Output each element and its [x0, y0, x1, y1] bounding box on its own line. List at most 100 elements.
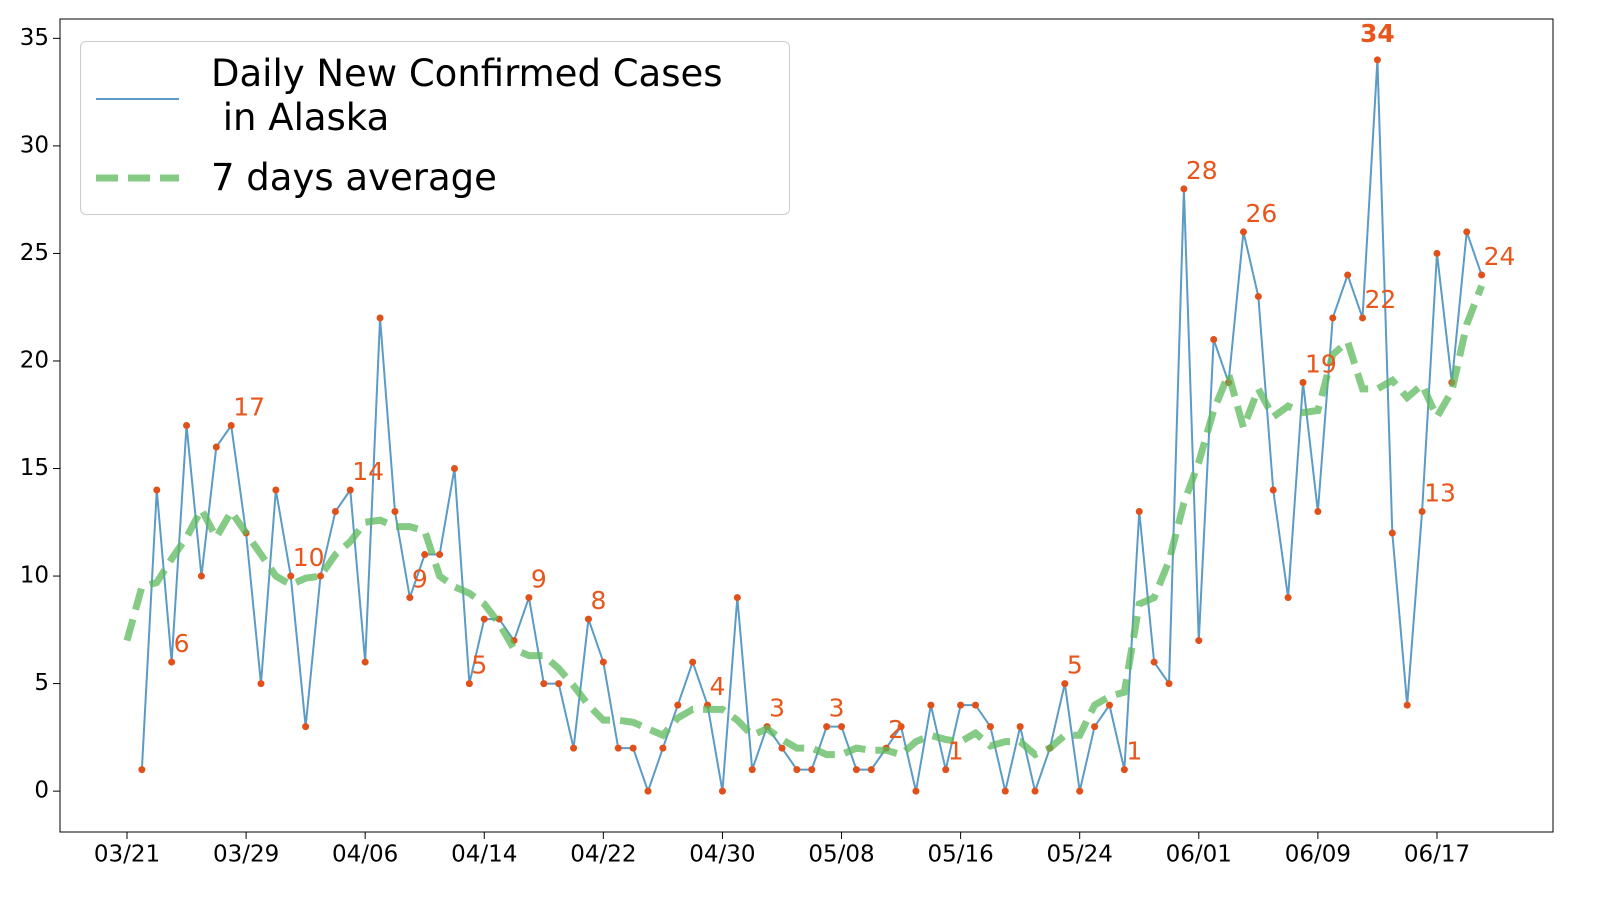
- data-label: 26: [1245, 199, 1277, 228]
- marker: [212, 443, 220, 451]
- x-tick-label: 06/17: [1404, 842, 1470, 868]
- data-label: 9: [531, 565, 547, 594]
- marker: [1061, 680, 1069, 688]
- y-tick-label: 20: [20, 347, 49, 373]
- marker: [555, 680, 563, 688]
- marker: [867, 766, 875, 774]
- marker: [1195, 637, 1203, 645]
- x-tick-label: 04/06: [332, 842, 398, 868]
- marker: [465, 680, 473, 688]
- marker: [406, 594, 414, 602]
- marker: [480, 615, 488, 623]
- data-label: 28: [1186, 156, 1218, 185]
- marker: [257, 680, 265, 688]
- marker: [659, 744, 667, 752]
- data-label: 34: [1360, 19, 1395, 48]
- marker: [614, 744, 622, 752]
- marker: [1478, 271, 1486, 279]
- marker: [972, 701, 980, 709]
- marker: [197, 572, 205, 580]
- marker: [912, 787, 920, 795]
- marker: [570, 744, 578, 752]
- marker: [644, 787, 652, 795]
- marker: [391, 508, 399, 516]
- marker: [346, 486, 354, 494]
- marker: [927, 701, 935, 709]
- data-label: 5: [471, 651, 487, 680]
- marker: [778, 744, 786, 752]
- marker: [599, 658, 607, 666]
- marker: [986, 723, 994, 731]
- marker: [942, 766, 950, 774]
- x-tick-label: 05/24: [1047, 842, 1113, 868]
- x-tick-label: 04/14: [451, 842, 517, 868]
- marker: [1329, 314, 1337, 322]
- marker: [1031, 787, 1039, 795]
- marker: [302, 723, 310, 731]
- x-tick-label: 03/21: [94, 842, 160, 868]
- marker: [689, 658, 697, 666]
- marker: [793, 766, 801, 774]
- marker: [1344, 271, 1352, 279]
- marker: [674, 701, 682, 709]
- marker: [1180, 185, 1188, 193]
- data-label: 10: [293, 543, 325, 572]
- marker: [1120, 766, 1128, 774]
- marker: [1388, 529, 1396, 537]
- legend-label: 7 days average: [211, 156, 497, 199]
- marker: [138, 766, 146, 774]
- y-tick-label: 35: [20, 25, 49, 51]
- legend: Daily New Confirmed Cases in Alaska 7 da…: [80, 41, 790, 215]
- marker: [1284, 594, 1292, 602]
- marker: [540, 680, 548, 688]
- marker: [153, 486, 161, 494]
- marker: [287, 572, 295, 580]
- marker: [1254, 292, 1262, 300]
- marker: [376, 314, 384, 322]
- marker: [1359, 314, 1367, 322]
- marker: [1239, 228, 1247, 236]
- marker: [957, 701, 965, 709]
- x-tick-label: 04/22: [570, 842, 636, 868]
- marker: [733, 594, 741, 602]
- x-tick-label: 06/09: [1285, 842, 1351, 868]
- marker: [317, 572, 325, 580]
- y-tick-label: 15: [20, 455, 49, 481]
- data-label: 9: [412, 565, 428, 594]
- marker: [1016, 723, 1024, 731]
- marker: [227, 422, 235, 429]
- average-line: [123, 284, 1485, 759]
- marker: [1314, 508, 1322, 516]
- data-label: 24: [1484, 242, 1516, 271]
- data-label: 4: [710, 672, 726, 701]
- x-tick-label: 05/08: [808, 842, 874, 868]
- marker: [436, 551, 444, 559]
- marker: [808, 766, 816, 774]
- marker: [525, 594, 533, 602]
- marker: [1463, 228, 1471, 236]
- marker: [272, 486, 280, 494]
- marker: [361, 658, 369, 666]
- marker: [1373, 56, 1381, 64]
- marker: [718, 787, 726, 795]
- data-label: 22: [1365, 285, 1397, 314]
- marker: [1433, 249, 1441, 257]
- marker: [823, 723, 831, 731]
- marker: [897, 723, 905, 731]
- data-label: 17: [233, 393, 265, 422]
- marker: [183, 422, 191, 429]
- marker: [852, 766, 860, 774]
- x-tick-label: 06/01: [1166, 842, 1232, 868]
- data-label: 1: [1126, 737, 1142, 766]
- data-label: 3: [829, 694, 845, 723]
- marker: [168, 658, 176, 666]
- marker: [1105, 701, 1113, 709]
- marker: [331, 508, 339, 516]
- marker: [1001, 787, 1009, 795]
- marker: [1165, 680, 1173, 688]
- y-tick-label: 10: [20, 563, 49, 589]
- marker: [838, 723, 846, 731]
- marker: [584, 615, 592, 623]
- marker: [1269, 486, 1277, 494]
